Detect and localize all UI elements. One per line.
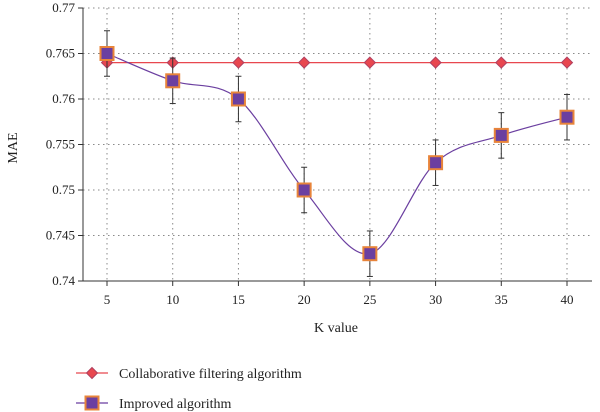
y-tick-label: 0.77: [52, 0, 75, 15]
y-tick-label: 0.75: [52, 182, 75, 197]
x-tick-label: 40: [561, 292, 574, 307]
legend-item: Collaborative filtering algorithm: [76, 366, 302, 382]
y-tick-label: 0.74: [52, 273, 75, 288]
y-tick-label: 0.755: [46, 137, 75, 152]
data-point: [495, 56, 508, 69]
legend-marker: [85, 366, 99, 380]
y-axis-label: MAE: [6, 132, 21, 163]
data-point: [165, 73, 181, 89]
series-collaborative-filtering: [100, 56, 574, 69]
data-point: [230, 91, 246, 107]
axes: 5 10 15 20 25 30 35 40 0.74 0.745 0.75 0.755 0.76 0.7…: [46, 0, 592, 307]
x-tick-label: 10: [166, 292, 179, 307]
x-tick-label: 5: [104, 292, 111, 307]
grid: [83, 7, 592, 281]
x-tick-label: 25: [363, 292, 376, 307]
y-tick-label: 0.745: [46, 228, 75, 243]
data-point: [297, 56, 311, 69]
x-tick-label: 20: [298, 292, 311, 307]
data-point: [428, 155, 444, 171]
data-point: [296, 182, 312, 198]
data-point: [560, 56, 574, 69]
y-tick-label: 0.765: [46, 46, 75, 61]
legend-label: Collaborative filtering algorithm: [119, 367, 302, 382]
data-point: [99, 46, 115, 61]
data-point: [493, 127, 509, 143]
x-tick-label: 30: [429, 292, 442, 307]
data-point: [559, 109, 575, 125]
x-tick-label: 15: [232, 292, 245, 307]
legend-label: Improved algorithm: [119, 397, 231, 412]
data-point: [429, 56, 442, 69]
series-line: [106, 52, 568, 255]
data-point: [362, 246, 378, 262]
data-point: [363, 56, 377, 69]
x-tick-label: 35: [495, 292, 508, 307]
series-improved: [99, 30, 575, 277]
legend-item: Improved algorithm: [76, 395, 231, 412]
legend-marker: [84, 395, 100, 411]
legend: Collaborative filtering algorithm Improve…: [76, 366, 302, 412]
data-point: [232, 56, 245, 69]
y-tick-label: 0.76: [52, 91, 75, 106]
series: [99, 30, 575, 277]
x-axis-label: K value: [314, 321, 358, 336]
